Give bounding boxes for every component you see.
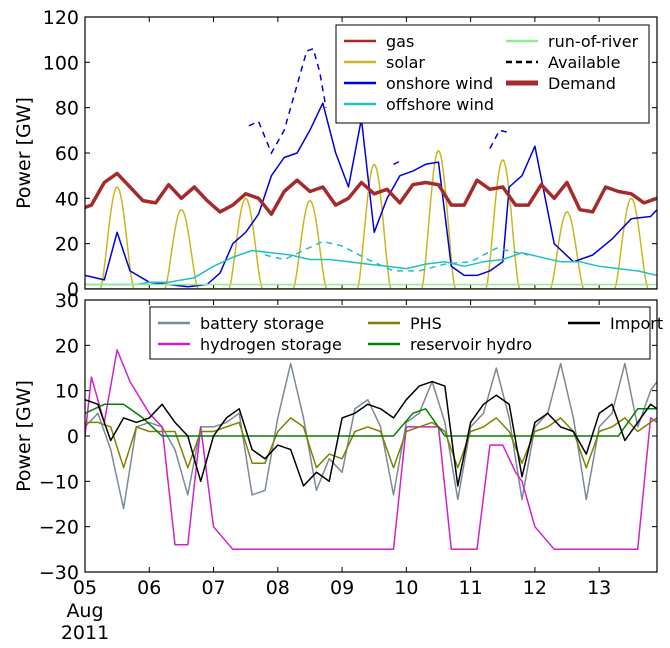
plot-frame [84, 16, 658, 290]
series-line-battery-storage [85, 362, 657, 510]
legend-label-demand: Demand [548, 74, 616, 93]
legend-label-available: Available [548, 53, 620, 72]
series-line-hydrogen-storage [85, 349, 657, 551]
x-tick-label: 08 [266, 577, 290, 599]
plot-area [85, 47, 657, 289]
y-tick-label: −30 [39, 562, 79, 584]
plot-area [85, 349, 657, 551]
available-line [248, 47, 327, 155]
series-line-reservoir-hydro [85, 403, 657, 437]
legend-label-phs: PHS [410, 314, 442, 333]
x-tick-label: 09 [330, 577, 354, 599]
y-tick-label: 0 [67, 426, 79, 448]
x-date-label: Aug [66, 600, 103, 622]
x-tick-label: 10 [394, 577, 418, 599]
y-axis-label: Power [GW] [13, 97, 35, 209]
x-tick-label: 11 [459, 577, 483, 599]
available-line [489, 129, 510, 149]
y-axis-label: Power [GW] [13, 380, 35, 492]
legend-label-solar: solar [386, 53, 425, 72]
plot-frame [84, 299, 658, 573]
y-tick-label: 60 [55, 143, 79, 165]
y-tick-label: 120 [43, 7, 79, 29]
legend: gas solar onshore wind offshore wind run-of-… [335, 24, 650, 124]
legend-label-onshore-wind: onshore wind [386, 74, 493, 93]
bottom-panel: −30 −20 −10 0 10 20 30 05 06 07 08 09 10 11 12 13 Aug201… [13, 290, 663, 644]
y-tick-label: 10 [55, 381, 79, 403]
legend-label-reservoir-hydro: reservoir hydro [410, 335, 532, 354]
legend-label-import: Import [610, 314, 663, 333]
y-tick-label: 100 [43, 52, 79, 74]
x-date-label: 2011 [61, 622, 109, 644]
y-tick-label: 20 [55, 234, 79, 256]
legend-label-run-of-river: run-of-river [548, 32, 639, 51]
available-line [393, 159, 404, 165]
legend-box [335, 24, 650, 124]
y-tick-label: −20 [39, 517, 79, 539]
y-tick-label: −10 [39, 471, 79, 493]
legend-label-hydrogen-storage: hydrogen storage [200, 335, 342, 354]
legend-label-gas: gas [386, 32, 414, 51]
series-line-offshore-wind [85, 249, 657, 286]
x-tick-label: 06 [137, 577, 161, 599]
legend: battery storage hydrogen storage PHS reserv… [149, 306, 663, 360]
y-tick-label: 80 [55, 98, 79, 120]
y-tick-label: 30 [55, 290, 79, 312]
x-tick-label: 05 [73, 577, 97, 599]
y-tick-label: 20 [55, 335, 79, 357]
y-tick-label: 0 [67, 279, 79, 301]
available-line [264, 240, 529, 272]
series-line-import [85, 380, 657, 487]
x-tick-label: 13 [587, 577, 611, 599]
x-tick-label: 07 [201, 577, 225, 599]
legend-label-battery-storage: battery storage [200, 314, 324, 333]
x-tick-label: 12 [523, 577, 547, 599]
legend-label-offshore-wind: offshore wind [386, 95, 494, 114]
series-line-solar [85, 149, 657, 289]
series-line-phs [85, 417, 657, 469]
y-tick-label: 40 [55, 188, 79, 210]
series-line-demand [85, 171, 657, 216]
legend-box [149, 306, 651, 360]
top-panel: 0 20 40 60 80 100 120 Power [GW] gas solar onshore… [13, 7, 658, 301]
